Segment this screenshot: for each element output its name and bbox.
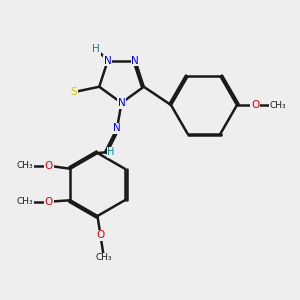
Text: CH₃: CH₃ bbox=[95, 254, 112, 262]
Text: O: O bbox=[96, 230, 105, 241]
Text: O: O bbox=[44, 197, 53, 207]
Text: O: O bbox=[251, 100, 259, 110]
Text: N: N bbox=[131, 56, 139, 66]
Text: CH₃: CH₃ bbox=[16, 161, 33, 170]
Text: O: O bbox=[44, 161, 53, 171]
Text: CH₃: CH₃ bbox=[16, 197, 33, 206]
Text: S: S bbox=[70, 87, 77, 97]
Text: H: H bbox=[92, 44, 100, 54]
Text: N: N bbox=[104, 56, 112, 66]
Text: CH₃: CH₃ bbox=[270, 100, 286, 109]
Text: N: N bbox=[113, 123, 121, 134]
Text: N: N bbox=[118, 98, 125, 108]
Text: H: H bbox=[107, 147, 115, 158]
